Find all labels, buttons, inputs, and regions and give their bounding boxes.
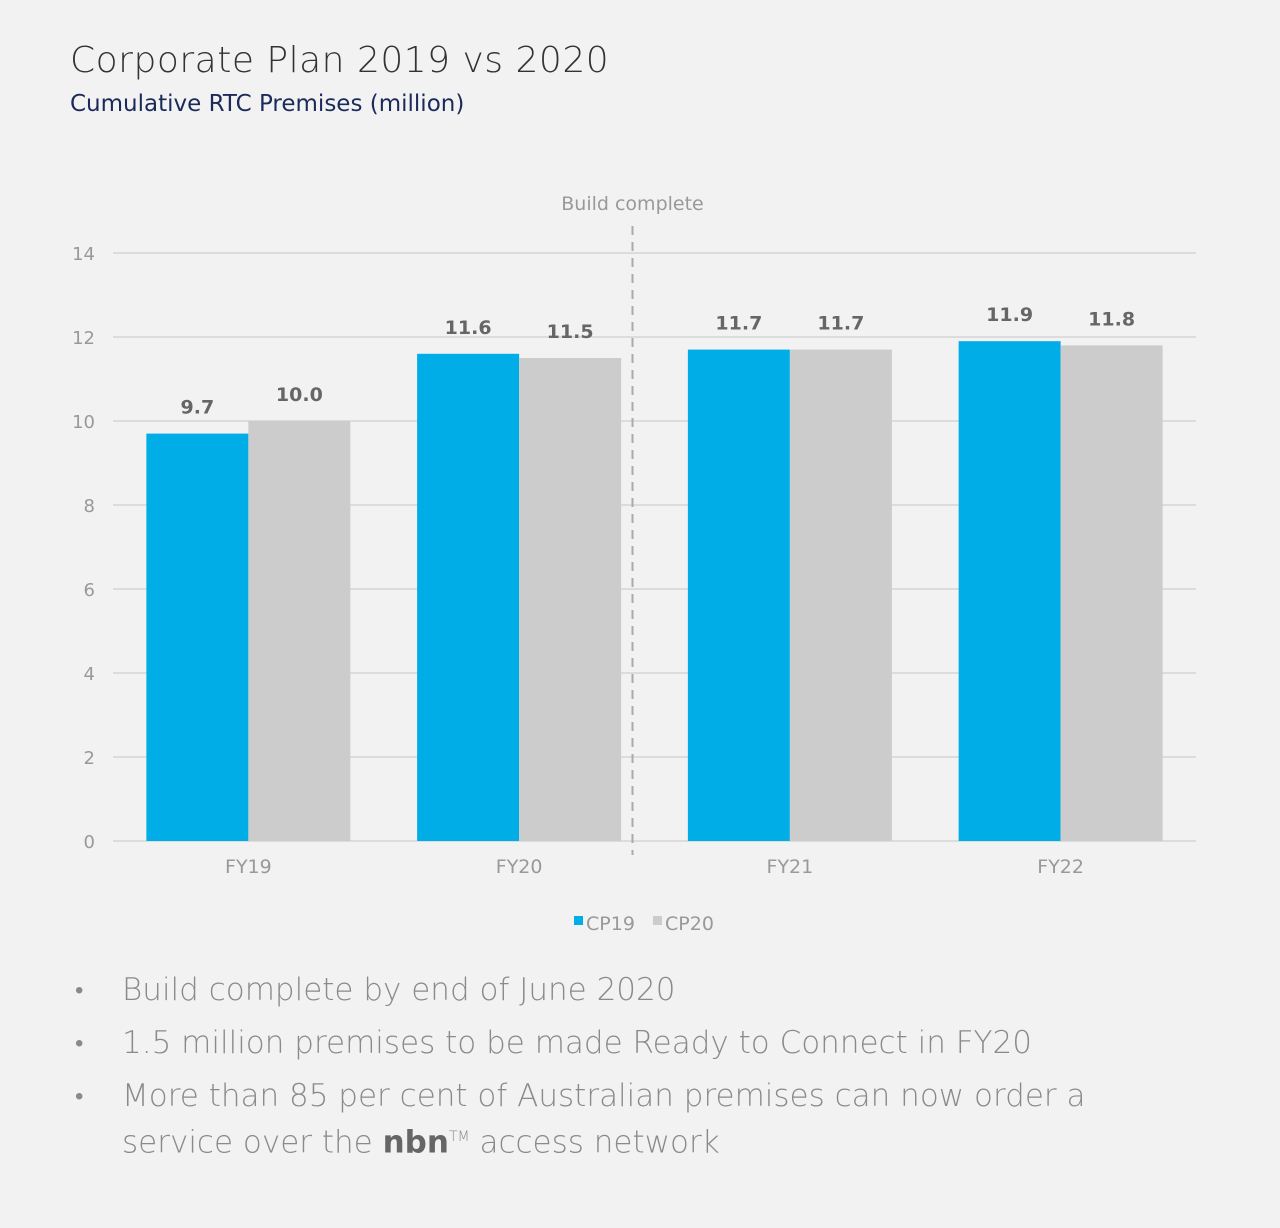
data-label: 9.7 [181,397,215,419]
bullet-text: access network [469,1124,720,1161]
legend-label: CP20 [665,913,714,935]
x-tick-label: FY21 [767,856,814,878]
y-tick-label: 6 [84,580,95,601]
data-label: 11.8 [1088,308,1135,330]
bullet-item: More than 85 per cent of Australian prem… [75,1076,1142,1163]
x-tick-label: FY19 [225,856,272,878]
y-tick-label: 14 [72,244,95,265]
trademark: TM [448,1129,470,1145]
bar-cp19-fy19 [146,433,249,841]
chart-subtitle: Cumulative RTC Premises (million) [70,91,465,117]
bar-cp19-fy20 [417,353,520,841]
x-tick-label: FY20 [496,856,543,878]
nbn-brand: nbn [382,1124,449,1161]
bar-cp20-fy19 [248,421,351,841]
bar-cp20-fy21 [789,349,892,841]
bullet-text: 1.5 million premises to be made Ready to… [122,1025,1032,1061]
data-label: 11.6 [445,317,492,339]
x-tick-label: FY22 [1037,856,1084,878]
y-tick-label: 2 [84,748,95,769]
data-label: 11.7 [817,313,864,335]
bar-cp20-fy20 [519,358,622,841]
bar-chart: 0 2 4 6 8 10 12 14 9.7 10.0 FY19 11.6 11.5 FY20 11.7 11… [72,193,1196,935]
data-label: 10.0 [276,384,323,406]
legend-swatch-cp20 [653,916,662,925]
legend-label: CP19 [586,913,635,935]
bar-cp20-fy22 [1060,345,1163,841]
data-label: 11.7 [715,313,762,335]
bullet-item: Build complete by end of June 2020 [75,970,1142,1011]
bullet-list: Build complete by end of June 2020 1.5 m… [75,970,1142,1175]
page-title: Corporate Plan 2019 vs 2020 [70,40,610,81]
data-label: 11.5 [547,321,594,343]
y-tick-label: 8 [84,496,95,517]
y-tick-label: 4 [84,664,95,685]
y-tick-label: 10 [72,412,95,433]
bar-cp19-fy22 [958,341,1061,841]
bar-cp19-fy21 [687,349,790,841]
legend-swatch-cp19 [574,916,583,925]
data-label: 11.9 [986,304,1033,326]
y-tick-label: 12 [72,328,95,349]
bullet-item: 1.5 million premises to be made Ready to… [75,1023,1142,1064]
annotation-label: Build complete [561,193,703,215]
y-tick-label: 0 [84,832,95,853]
bullet-text: Build complete by end of June 2020 [122,972,676,1008]
bullet-text: More than 85 per cent of Australian prem… [122,1078,1086,1161]
